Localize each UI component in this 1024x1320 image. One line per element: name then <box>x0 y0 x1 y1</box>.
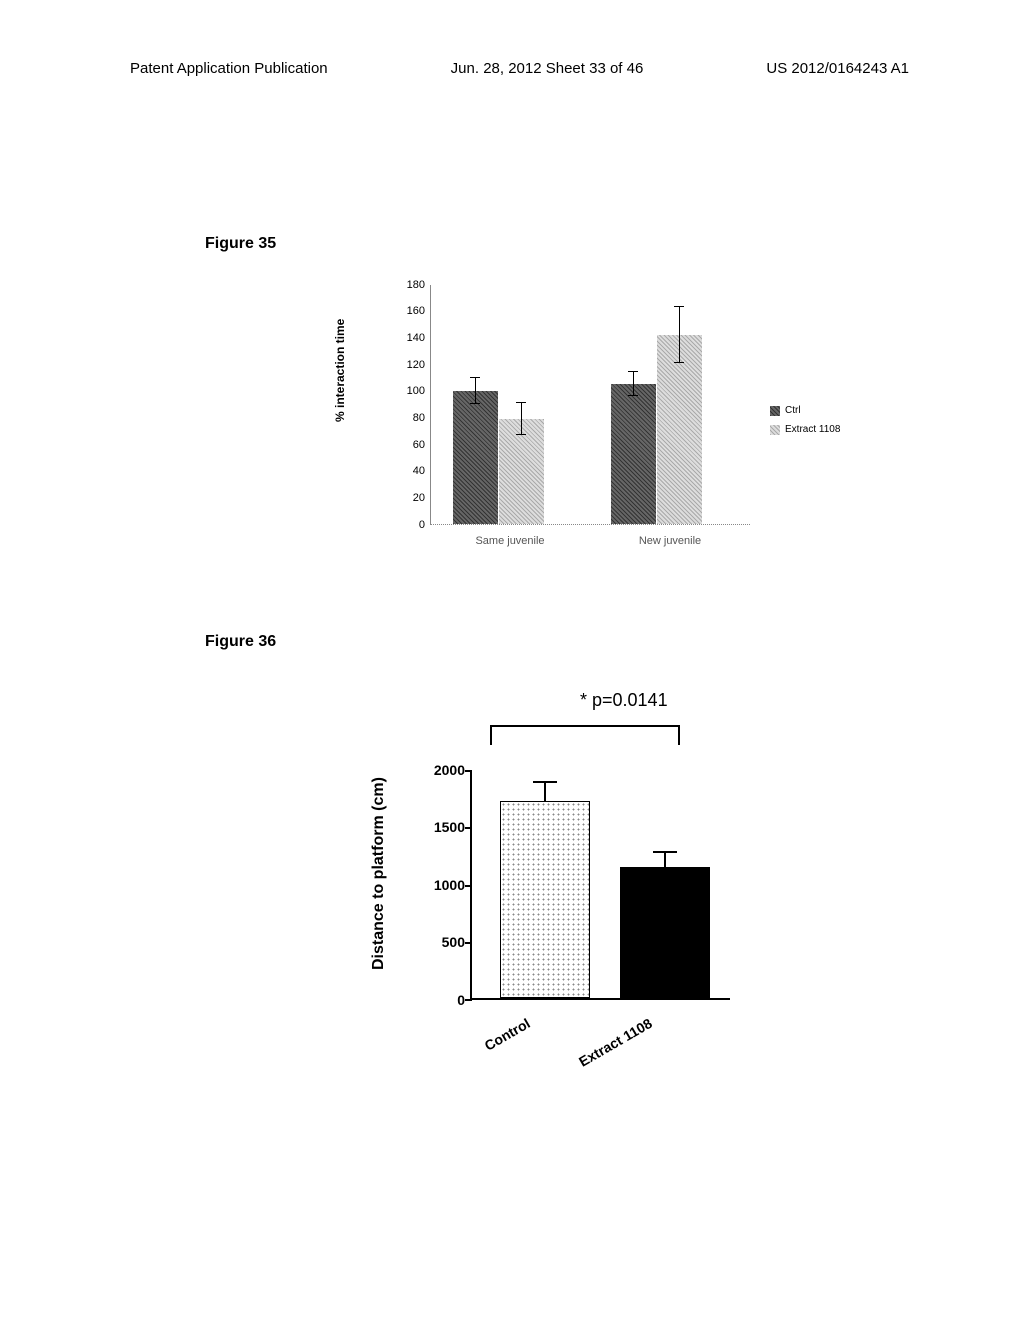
legend-label-extract: Extract 1108 <box>785 424 840 435</box>
chart36-error <box>664 853 666 867</box>
chart36-ytick: 1500 <box>425 819 465 835</box>
figure-35-label: Figure 35 <box>205 235 276 253</box>
chart35-y-axis-label: % interaction time <box>333 319 347 422</box>
chart36-y-axis-label: Distance to platform (cm) <box>370 777 388 970</box>
chart35-error <box>521 403 522 435</box>
page-header: Patent Application Publication Jun. 28, … <box>0 60 1024 77</box>
chart36-plot-area <box>470 770 750 1000</box>
chart36-errorcap <box>533 781 557 783</box>
chart35-errorcap <box>628 371 638 372</box>
legend-swatch-dark <box>770 406 780 416</box>
figure-36-label: Figure 36 <box>205 633 276 651</box>
chart35-errorcap <box>674 306 684 307</box>
legend-item-ctrl: Ctrl <box>770 405 840 416</box>
chart35-xlabel-same: Same juvenile <box>460 535 560 547</box>
header-patent-number: US 2012/0164243 A1 <box>766 60 909 77</box>
chart35-errorcap <box>516 434 526 435</box>
legend-label-ctrl: Ctrl <box>785 405 801 416</box>
figure-35-chart: % interaction time 0 20 40 60 80 100 120… <box>360 285 860 585</box>
chart36-ytick: 2000 <box>425 762 465 778</box>
chart36-xlabel-extract: Extract 1108 <box>576 1015 655 1070</box>
chart35-bar-same-ctrl <box>453 391 498 524</box>
chart36-significance-bracket <box>490 725 680 745</box>
chart35-ytick: 140 <box>400 332 425 344</box>
chart36-errorcap <box>653 851 677 853</box>
chart35-errorcap <box>516 402 526 403</box>
chart35-ytick: 20 <box>400 492 425 504</box>
figure-36-chart: * p=0.0141 Distance to platform (cm) 0 5… <box>370 690 820 1070</box>
chart35-ytick: 120 <box>400 359 425 371</box>
chart35-errorcap <box>628 395 638 396</box>
chart35-plot-area <box>430 285 750 525</box>
chart35-xlabel-new: New juvenile <box>620 535 720 547</box>
chart36-x-axis <box>470 998 730 1000</box>
chart35-ytick: 40 <box>400 465 425 477</box>
header-date-sheet: Jun. 28, 2012 Sheet 33 of 46 <box>451 60 644 77</box>
chart35-error <box>633 372 634 396</box>
chart35-error <box>679 307 680 363</box>
chart36-y-axis <box>470 770 472 1000</box>
chart35-legend: Ctrl Extract 1108 <box>770 405 840 443</box>
chart35-ytick: 80 <box>400 412 425 424</box>
chart36-bar-extract <box>620 867 710 998</box>
chart35-ytick: 0 <box>400 519 425 531</box>
chart36-ytick: 1000 <box>425 877 465 893</box>
chart35-errorcap <box>470 377 480 378</box>
header-publication: Patent Application Publication <box>130 60 328 77</box>
chart35-ytick: 100 <box>400 385 425 397</box>
chart35-ytick: 60 <box>400 439 425 451</box>
chart36-ytick: 0 <box>425 992 465 1008</box>
chart36-error <box>544 783 546 801</box>
chart35-bar-new-extract <box>657 335 702 524</box>
chart35-error <box>475 377 476 404</box>
chart36-bar-control <box>500 801 590 998</box>
chart35-ytick: 160 <box>400 305 425 317</box>
chart36-ytick: 500 <box>425 934 465 950</box>
chart35-bar-new-ctrl <box>611 384 656 524</box>
legend-item-extract: Extract 1108 <box>770 424 840 435</box>
legend-swatch-light <box>770 425 780 435</box>
chart35-errorcap <box>470 403 480 404</box>
chart35-ytick: 180 <box>400 279 425 291</box>
chart35-errorcap <box>674 362 684 363</box>
chart36-pvalue: * p=0.0141 <box>580 690 668 711</box>
chart36-xlabel-control: Control <box>482 1015 533 1054</box>
